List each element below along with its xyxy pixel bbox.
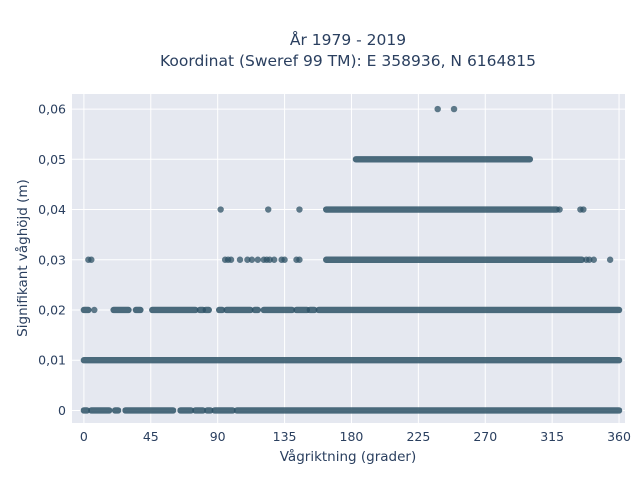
data-point-band-2-0 [80,306,92,314]
data-point-band-2-2 [132,306,144,314]
data-point-6 [236,256,244,263]
data-point-band-0-0 [80,407,91,414]
x-tick-label: 180 [340,429,364,444]
x-tick-label: 225 [406,429,430,444]
x-tick-label: 45 [143,429,159,444]
data-point-13 [270,256,278,263]
data-point-band-0-4 [177,407,195,414]
data-point-band-0-6 [204,407,214,414]
y-tick-label: 0,03 [38,252,66,267]
data-point-19 [586,256,593,263]
x-tick-label: 90 [210,429,226,444]
data-point-band-2-11 [306,306,318,314]
data-point-5 [227,256,235,263]
data-point-15 [281,256,288,263]
data-point-7 [244,256,251,263]
y-tick-label: 0,01 [38,353,66,368]
x-tick-label: 135 [273,429,297,444]
data-point-9 [254,256,262,263]
data-point-band-2-1 [110,306,132,314]
data-point-2 [88,256,95,263]
data-point-band-2-10 [293,306,311,314]
y-tick-label: 0,05 [38,152,66,167]
data-point-band-4-0 [323,206,560,213]
data-point-25 [556,206,563,213]
data-points [80,105,623,414]
data-point-27 [580,206,587,213]
data-point-28 [434,105,441,113]
data-point-29 [450,105,458,113]
data-point-21 [606,256,614,263]
data-point-band-0-2 [111,407,122,414]
data-point-band-0-1 [88,407,113,414]
data-point-band-2-9 [260,306,296,314]
data-point-12 [266,256,273,263]
data-point-band-2-5 [202,306,212,314]
data-point-band-0-5 [192,407,207,414]
data-point-band-3-0 [323,256,586,263]
chart-title-line-2: Koordinat (Sweref 99 TM): E 358936, N 61… [160,52,536,70]
data-point-8 [248,256,256,263]
chart-title-line-1: År 1979 - 2019 [290,30,406,49]
data-point-band-2-8 [251,306,262,314]
y-tick-label: 0 [58,403,66,418]
data-point-24 [296,206,303,213]
y-tick-label: 0,02 [38,302,66,317]
data-point-band-2-7 [223,306,254,314]
data-point-band-2-12 [315,306,623,314]
data-point-band-2-3 [149,306,199,314]
x-tick-label: 315 [540,429,564,444]
y-axis-title: Signifikant våghöjd (m) [14,179,31,337]
data-point-23 [265,206,272,213]
x-tick-label: 0 [80,429,88,444]
y-tick-label: 0,04 [38,202,66,217]
x-axis-ticks: 0 45 90 135 180 225 270 315 360 [80,429,631,444]
data-point-band-0-7 [211,407,236,414]
data-point-band-2-6 [215,306,226,314]
data-point-17 [296,256,303,263]
data-point-0 [91,306,98,314]
y-axis-ticks: 0 0,01 0,02 0,03 0,04 0,05 0,06 [38,102,66,418]
data-point-22 [217,206,224,213]
x-tick-label: 270 [473,429,497,444]
x-axis-title: Vågriktning (grader) [280,448,417,465]
data-point-band-1-0 [80,357,623,364]
data-point-band-0-8 [233,407,623,414]
data-point-band-0-3 [122,407,177,414]
data-point-20 [590,256,597,263]
x-tick-label: 360 [607,429,631,444]
data-point-band-5-0 [352,156,534,163]
y-tick-label: 0,06 [38,102,66,117]
